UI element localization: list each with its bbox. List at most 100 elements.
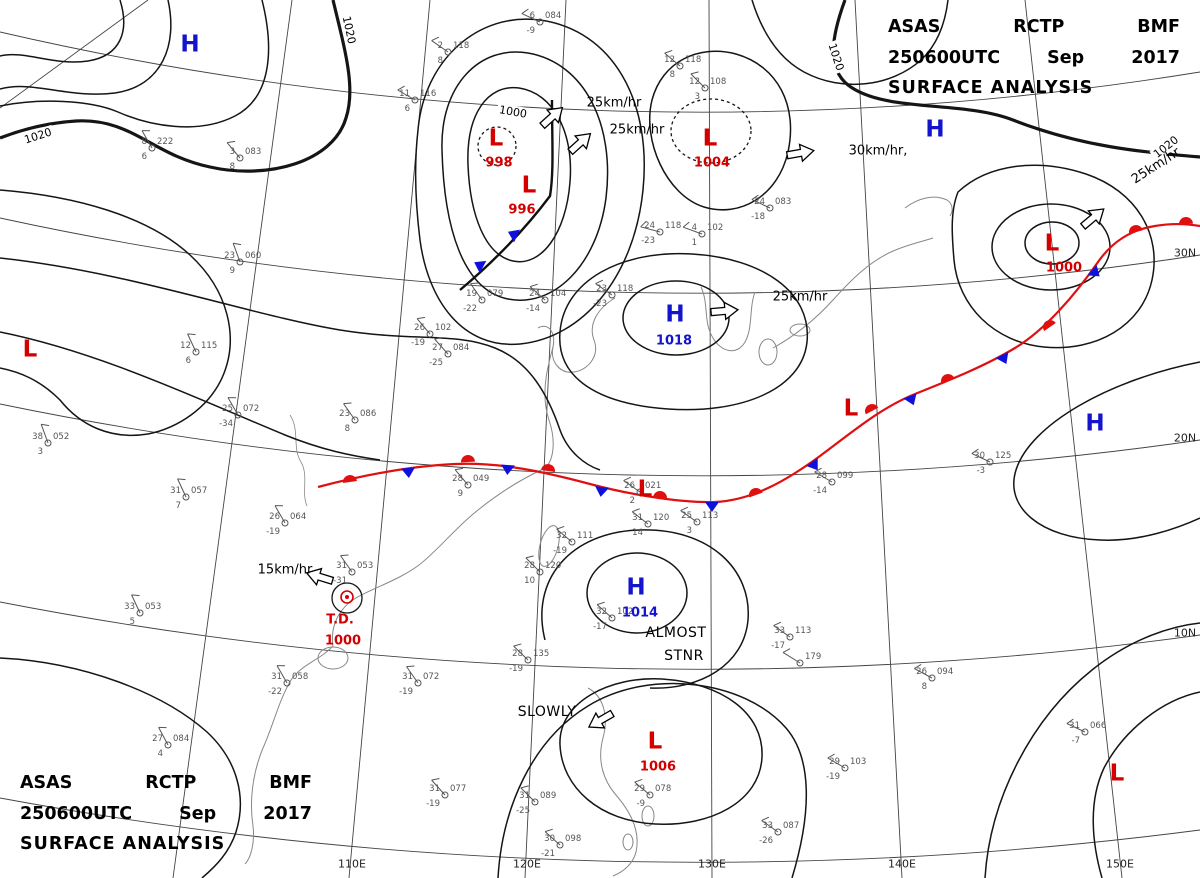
svg-text:6: 6 [186,356,191,366]
station-plot: 26 -19 064 [266,505,306,537]
station-plot: 2 8 118 [431,36,469,66]
svg-text:8: 8 [922,682,927,692]
svg-text:24: 24 [644,221,655,231]
svg-text:12: 12 [689,77,700,87]
svg-text:079: 079 [487,289,503,299]
svg-text:077: 077 [450,784,466,794]
station-plot: 12 3 108 [689,71,726,102]
station-plot: 4 1 102 [682,221,723,248]
svg-text:-9: -9 [637,799,645,809]
svg-text:24: 24 [754,197,765,207]
movement-arrow [785,143,815,163]
station-plot: 32 -17 102 [593,601,633,632]
svg-text:28: 28 [816,471,827,481]
svg-text:-17: -17 [593,622,607,632]
station-plot: 26 2 021 [623,476,661,506]
station-plot: 29 -9 078 [634,778,671,809]
svg-text:8: 8 [345,424,350,434]
title-line3: SURFACE ANALYSIS [20,834,226,855]
svg-text:31: 31 [1069,721,1080,731]
station-plot: 23 8 086 [339,402,376,434]
svg-text:084: 084 [545,11,561,21]
station-plot: 24 -18 083 [751,194,791,222]
svg-text:28: 28 [524,561,535,571]
svg-text:222: 222 [157,137,173,147]
station-plot: 31 14 120 [631,508,669,538]
title-block-bottom: ASAS RCTP BMF 250600UTC Sep 2017 SURFACE… [20,768,312,860]
station-plot: 31 -19 077 [426,778,466,809]
svg-text:179: 179 [805,652,821,662]
svg-text:9: 9 [230,266,235,276]
svg-text:115: 115 [201,341,217,351]
title-line2: 250600UTC Sep 2017 [888,47,1180,68]
movement-arrow [587,709,615,729]
svg-text:072: 072 [423,672,439,682]
svg-text:8: 8 [670,70,675,80]
svg-text:5: 5 [130,617,135,627]
svg-text:31: 31 [271,672,282,682]
svg-text:058: 058 [292,672,308,682]
svg-text:120: 120 [653,513,669,523]
svg-text:33: 33 [774,626,785,636]
svg-text:098: 098 [565,834,581,844]
svg-text:066: 066 [1090,721,1106,731]
station-plot: 26 -19 102 [411,316,451,348]
svg-text:060: 060 [245,251,261,261]
svg-text:083: 083 [775,197,791,207]
svg-text:053: 053 [145,602,161,612]
station-plot: 31 -7 066 [1066,718,1106,746]
svg-text:29: 29 [829,757,840,767]
svg-text:052: 052 [53,432,69,442]
svg-text:-23: -23 [641,236,655,246]
station-plot: 19 -22 079 [463,282,503,314]
svg-text:1: 1 [692,238,697,248]
svg-text:24: 24 [529,289,540,299]
svg-text:-3: -3 [977,466,985,476]
svg-text:086: 086 [360,409,376,419]
station-plot: 12 6 115 [180,333,217,366]
svg-text:2: 2 [438,41,443,51]
svg-text:-17: -17 [771,641,785,651]
svg-text:8: 8 [438,56,443,66]
svg-text:25: 25 [222,404,233,414]
station-plot: 25 -34 072 [219,397,259,429]
svg-text:31: 31 [402,672,413,682]
svg-text:118: 118 [453,41,469,51]
svg-text:3: 3 [687,526,692,536]
svg-text:30: 30 [974,451,985,461]
svg-text:19: 19 [466,289,477,299]
svg-text:125: 125 [995,451,1011,461]
svg-text:4: 4 [158,749,163,759]
station-plot: 31 -22 058 [268,665,308,697]
svg-text:4: 4 [692,223,697,233]
movement-arrow [539,106,564,130]
stationary-front [317,216,1200,512]
svg-text:28: 28 [452,474,463,484]
svg-text:14: 14 [632,528,643,538]
svg-text:23: 23 [224,251,235,261]
station-plot: 29 -19 103 [826,753,866,782]
station-plot: 179 [782,648,821,667]
svg-text:049: 049 [473,474,489,484]
station-plot: 12 8 118 [664,49,701,80]
svg-text:102: 102 [435,323,451,333]
svg-text:-19: -19 [426,799,440,809]
station-plot: 23 9 060 [224,242,261,276]
svg-text:7: 7 [176,501,181,511]
svg-text:12: 12 [180,341,191,351]
dynamic-symbols: 6-90842811812811886222380831161161231082… [32,8,1106,859]
svg-text:3: 3 [230,147,235,157]
title-line3: SURFACE ANALYSIS [888,78,1094,99]
svg-text:-14: -14 [526,304,540,314]
svg-text:28: 28 [512,649,523,659]
title-line1: ASAS RCTP BMF [888,17,1180,37]
svg-text:053: 053 [357,561,373,571]
svg-text:6: 6 [142,152,147,162]
svg-text:-18: -18 [751,212,765,222]
svg-text:11: 11 [399,89,410,99]
title-block-top: ASAS RCTP BMF 250600UTC Sep 2017 SURFACE… [888,12,1180,104]
svg-text:3: 3 [38,447,43,457]
